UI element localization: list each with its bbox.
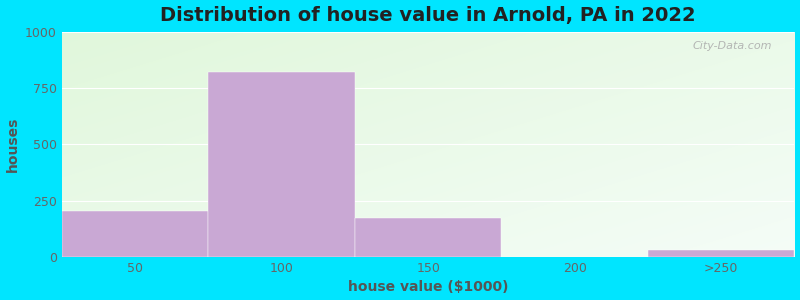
Text: City-Data.com: City-Data.com — [693, 41, 773, 51]
X-axis label: house value ($1000): house value ($1000) — [348, 280, 508, 294]
Bar — [62, 211, 208, 257]
Y-axis label: houses: houses — [6, 117, 19, 172]
Bar — [648, 250, 794, 257]
Title: Distribution of house value in Arnold, PA in 2022: Distribution of house value in Arnold, P… — [160, 6, 696, 25]
Bar — [208, 72, 355, 257]
Bar — [355, 218, 502, 257]
